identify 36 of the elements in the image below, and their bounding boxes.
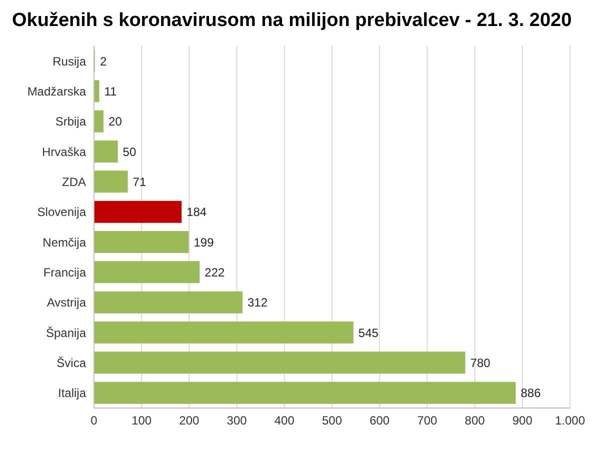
x-tick-label: 900 <box>512 414 533 428</box>
x-tick-label: 700 <box>417 414 438 428</box>
data-label: 222 <box>204 265 226 280</box>
data-label: 71 <box>132 174 146 189</box>
data-label: 545 <box>358 326 379 340</box>
x-tick-label: 1.000 <box>554 414 586 428</box>
y-tick-label: ZDA <box>62 175 86 190</box>
data-label: 2 <box>100 54 107 68</box>
y-tick-label: Avstrija <box>46 296 86 310</box>
x-tick-label: 500 <box>322 414 342 428</box>
data-label: 199 <box>194 235 214 250</box>
y-tick-label: Francija <box>43 266 86 280</box>
y-tick-label: Nemčija <box>42 235 86 250</box>
y-tick-label: Španija <box>46 326 86 340</box>
y-tick-label: Hrvaška <box>42 144 86 159</box>
y-tick-label: Madžarska <box>27 84 86 99</box>
x-tick-label: 0 <box>90 414 98 428</box>
y-tick-label: Italija <box>58 386 86 400</box>
x-tick-label: 800 <box>464 414 486 428</box>
x-tick-label: 200 <box>179 414 200 428</box>
data-label: 184 <box>186 205 207 220</box>
data-label: 312 <box>248 296 268 310</box>
data-label: 886 <box>520 386 542 400</box>
x-tick-label: 100 <box>132 414 152 428</box>
y-tick-label: Švica <box>56 356 86 370</box>
data-label: 780 <box>470 356 491 370</box>
y-tick-label: Rusija <box>52 54 86 68</box>
data-label: 11 <box>104 84 118 98</box>
data-label: 20 <box>108 114 122 129</box>
y-tick-label: Slovenija <box>37 205 86 220</box>
x-tick-label: 600 <box>370 414 390 428</box>
x-tick-label: 300 <box>226 414 248 428</box>
data-label: 50 <box>122 144 136 159</box>
y-tick-label: Srbija <box>55 114 86 129</box>
chart-title: Okuženih s koronavirusom na milijon prebivalcev - 21. 3. 2020 <box>11 9 573 33</box>
x-tick-label: 400 <box>274 414 295 428</box>
